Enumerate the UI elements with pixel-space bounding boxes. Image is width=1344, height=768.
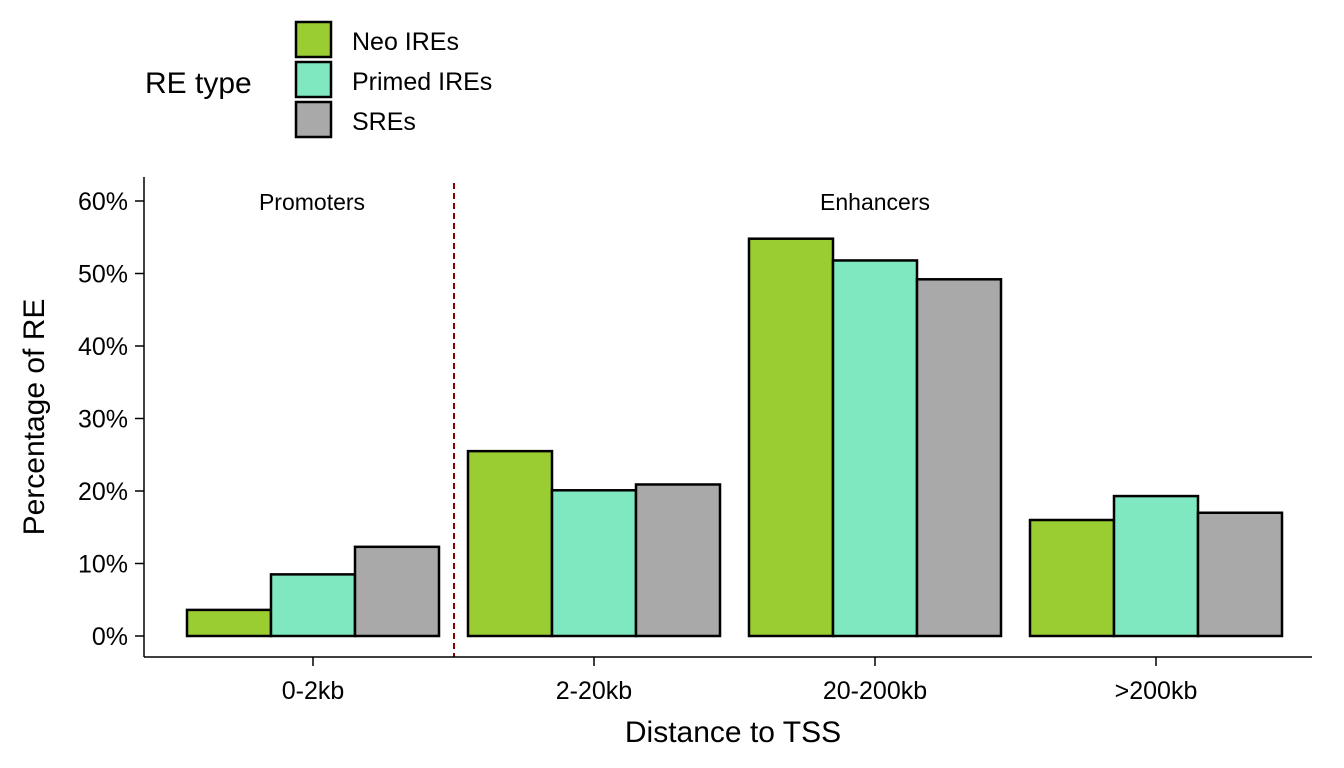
bar-sres-1 <box>634 483 722 638</box>
y-tick-label: 0% <box>92 623 128 651</box>
legend-swatch-neo-ires <box>294 20 333 59</box>
y-tick-label: 20% <box>78 478 128 506</box>
bar-neo-ires-2 <box>747 237 835 638</box>
x-tick-label: >200kb <box>1115 677 1198 705</box>
bars <box>185 237 1284 638</box>
bar-neo-ires-0 <box>185 608 273 638</box>
y-ticks: 0% 10% 20% 30% 40% 50% 60% <box>78 188 144 651</box>
y-tick-label: 30% <box>78 406 128 434</box>
bar-neo-ires-1 <box>466 449 554 638</box>
bar-primed-ires-3 <box>1112 494 1200 638</box>
x-axis-title: Distance to TSS <box>625 716 841 749</box>
bar-sres-3 <box>1196 511 1284 638</box>
bar-primed-ires-1 <box>550 489 638 638</box>
bar-sres-0 <box>353 545 441 638</box>
bar-sres-2 <box>915 278 1003 638</box>
y-tick-label: 60% <box>78 188 128 216</box>
legend-label-neo-ires: Neo IREs <box>352 28 459 56</box>
legend-swatch-sres <box>294 100 333 139</box>
y-axis-title: Percentage of RE <box>18 299 51 536</box>
legend-title: RE type <box>145 67 252 100</box>
bar-primed-ires-0 <box>269 573 357 638</box>
annotation-enhancers: Enhancers <box>820 189 930 215</box>
bar-neo-ires-3 <box>1028 518 1116 638</box>
x-ticks: 0-2kb 2-20kb 20-200kb >200kb <box>282 657 1198 705</box>
legend: RE type Neo IREs Primed IREs SREs <box>145 20 492 139</box>
bar-primed-ires-2 <box>831 259 919 638</box>
y-tick-label: 10% <box>78 551 128 579</box>
x-tick-label: 0-2kb <box>282 677 345 705</box>
x-tick-label: 20-200kb <box>823 677 927 705</box>
annotation-promoters: Promoters <box>259 189 365 215</box>
legend-swatch-primed-ires <box>294 60 333 99</box>
legend-label-sres: SREs <box>352 108 416 136</box>
y-tick-label: 50% <box>78 261 128 289</box>
legend-label-primed-ires: Primed IREs <box>352 68 492 96</box>
y-tick-label: 40% <box>78 333 128 361</box>
x-tick-label: 2-20kb <box>556 677 632 705</box>
